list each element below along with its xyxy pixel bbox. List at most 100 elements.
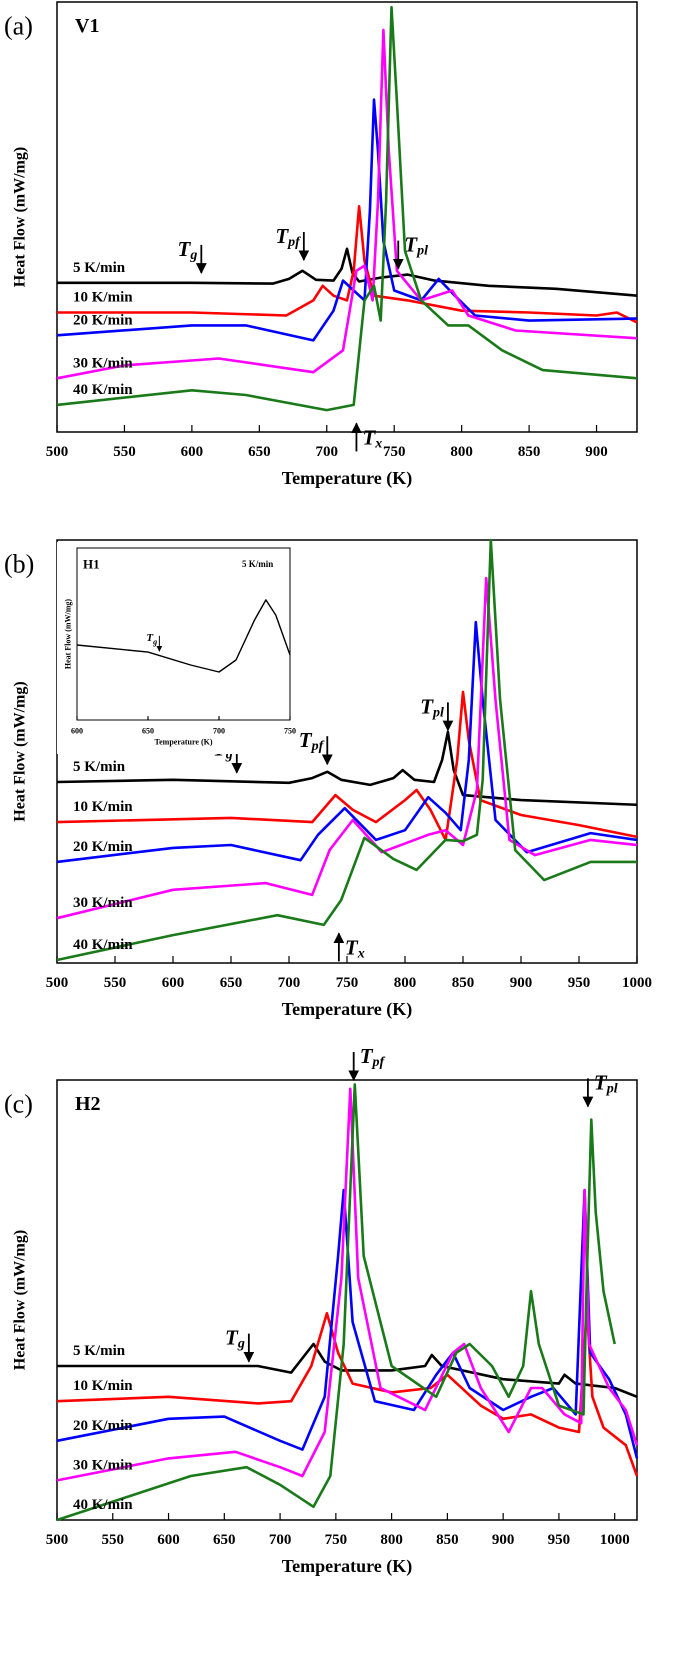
annotation-text: T (275, 224, 289, 248)
annotation-label: Tg (146, 632, 157, 646)
x-tick-label: 600 (181, 444, 204, 460)
x-axis-label: Temperature (K) (282, 1556, 412, 1577)
x-tick-label: 600 (71, 727, 83, 736)
plot-frame (76, 547, 291, 721)
x-tick-label: 900 (585, 444, 608, 460)
heat-flow-curve (57, 247, 638, 297)
heat-flow-curve (76, 599, 291, 673)
annotation-subscript: pl (432, 705, 444, 720)
x-tick-label: 500 (46, 444, 69, 460)
annotation-text: T (299, 728, 313, 752)
x-tick-label: 800 (394, 975, 417, 991)
annotation-label: Tx (345, 935, 365, 961)
annotation-label: Tpl (594, 1070, 618, 1096)
series-label: 10 K/min (73, 289, 133, 305)
annotation-label: Tpl (404, 233, 428, 259)
annotation-subscript: pl (606, 1081, 618, 1096)
annotation-text: T (404, 233, 418, 257)
series-label: 20 K/min (73, 839, 133, 855)
x-tick-label: 650 (213, 1532, 236, 1548)
annotation-subscript: g (225, 747, 233, 762)
annotation-subscript: g (152, 637, 157, 646)
x-tick-label: 650 (220, 975, 243, 991)
y-axis-label: Heat Flow (mW/mg) (64, 599, 73, 670)
series-label: 30 K/min (73, 895, 133, 911)
heat-flow-curve (56, 538, 637, 962)
panel-label: (b) (4, 550, 34, 579)
heat-flow-curve (56, 1188, 639, 1459)
heat-flow-curve (57, 1342, 638, 1399)
plot-frame (56, 1, 638, 433)
annotation-subscript: g (237, 1336, 245, 1351)
x-tick-label: 1000 (622, 975, 652, 991)
heat-flow-curve (56, 5, 638, 412)
series-label: 10 K/min (73, 1378, 133, 1394)
x-tick-label: 900 (510, 975, 533, 991)
x-tick-label: 850 (518, 444, 541, 460)
x-tick-label: 500 (46, 975, 69, 991)
series-label: 5 K/min (73, 260, 126, 276)
x-tick-label: 600 (162, 975, 185, 991)
annotation-text: T (177, 237, 191, 261)
x-tick-label: 650 (142, 727, 154, 736)
x-tick-label: 750 (284, 727, 296, 736)
heat-flow-curve (56, 620, 638, 864)
x-tick-label: 950 (548, 1532, 571, 1548)
annotation-label: Tpf (299, 728, 325, 754)
annotation-subscript: pf (372, 1055, 386, 1070)
heat-flow-curve (56, 28, 638, 380)
x-tick-label: 950 (568, 975, 591, 991)
x-axis-label: Temperature (K) (155, 738, 213, 747)
x-tick-label: 700 (213, 727, 225, 736)
annotation-text: T (146, 632, 154, 644)
series-label: 5 K/min (73, 759, 126, 775)
annotation-label: Tpf (275, 224, 301, 250)
x-tick-label: 750 (383, 444, 406, 460)
x-tick-label: 700 (269, 1532, 292, 1548)
series-label: 30 K/min (73, 355, 133, 371)
annotation-text: T (362, 425, 376, 449)
series-label: 40 K/min (73, 1497, 133, 1513)
annotation-subscript: pl (416, 243, 428, 258)
x-tick-label: 700 (316, 444, 339, 460)
series-label: 40 K/min (73, 382, 133, 398)
annotation-text: T (225, 1326, 239, 1350)
x-tick-label: 600 (157, 1532, 180, 1548)
series-label: 5 K/min (73, 1343, 126, 1359)
x-tick-label: 550 (113, 444, 136, 460)
annotation-label: Tg (225, 1326, 245, 1352)
y-axis-label: Heat Flow (mW/mg) (12, 681, 29, 821)
heat-flow-curve (56, 730, 638, 807)
y-axis-label: Heat Flow (mW/mg) (12, 147, 29, 287)
panel-title: V1 (75, 15, 99, 37)
annotation-subscript: g (189, 247, 197, 262)
x-axis-label: Temperature (K) (282, 468, 412, 489)
panel-title: H2 (75, 1093, 101, 1115)
annotation-label: Tpl (420, 694, 444, 720)
annotation-text: T (360, 1044, 374, 1068)
annotation-label: Tx (362, 425, 382, 451)
x-tick-label: 1000 (600, 1532, 630, 1548)
heat-flow-curve (56, 1083, 616, 1522)
inset-background (57, 542, 294, 754)
series-label: 10 K/min (73, 799, 133, 815)
series-label: 30 K/min (73, 1457, 133, 1473)
x-tick-label: 850 (436, 1532, 459, 1548)
heat-flow-curve (56, 98, 638, 342)
x-tick-label: 900 (492, 1532, 515, 1548)
annotation-subscript: x (374, 436, 382, 451)
panel-label: (a) (4, 12, 33, 41)
x-tick-label: 650 (248, 444, 271, 460)
annotation-subscript: pf (287, 235, 301, 250)
annotation-text: T (345, 935, 359, 959)
heat-flow-curve (56, 1307, 639, 1477)
panel-title: H1 (83, 557, 100, 572)
series-label: 20 K/min (73, 1418, 133, 1434)
heat-flow-curve (56, 1087, 639, 1482)
heat-flow-curve (57, 205, 638, 324)
annotation-subscript: pf (311, 739, 325, 754)
x-axis-label: Temperature (K) (282, 999, 412, 1020)
x-tick-label: 800 (380, 1532, 403, 1548)
